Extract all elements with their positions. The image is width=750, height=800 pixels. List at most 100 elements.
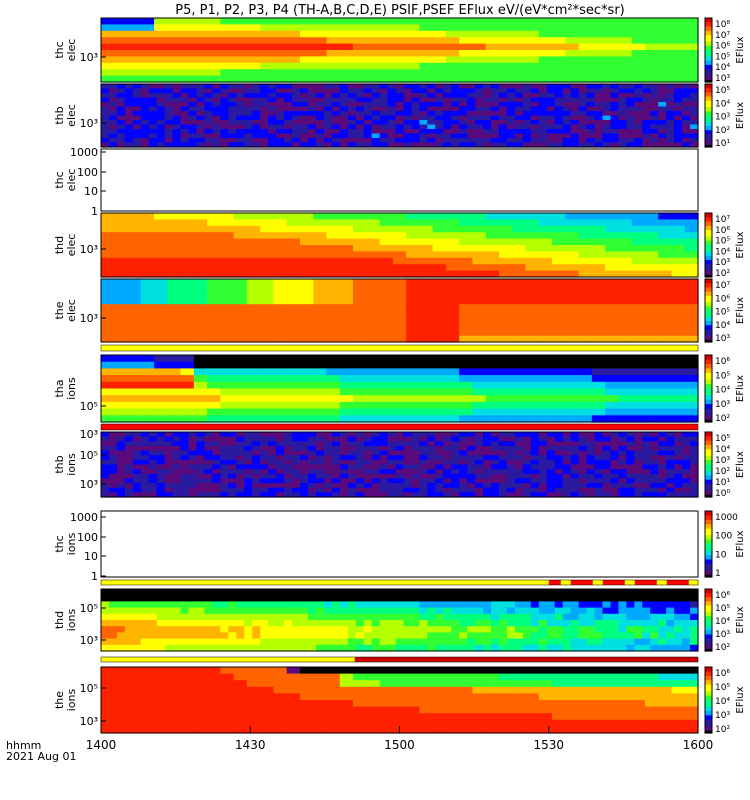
heatmap-cell — [472, 329, 487, 337]
heatmap-cell — [602, 124, 612, 130]
heatmap-cell — [244, 138, 253, 144]
heatmap-cell — [602, 129, 612, 135]
colorbar-frame — [704, 354, 713, 423]
heatmap-cell — [339, 455, 349, 461]
heatmap-cell — [395, 595, 405, 602]
heatmap-cell — [366, 251, 381, 259]
colorbar-cell — [705, 563, 712, 567]
heatmap-cell — [644, 225, 659, 233]
heatmap-cell — [445, 304, 460, 312]
heatmap-cell — [435, 445, 444, 452]
heatmap-cell — [355, 464, 365, 470]
heatmap-cell — [427, 133, 436, 139]
heatmap-cell — [602, 455, 612, 461]
heatmap-cell — [284, 133, 293, 139]
colorbar-cell — [705, 466, 712, 470]
heatmap-cell — [570, 115, 580, 121]
heatmap-cell — [684, 213, 699, 220]
heatmap-cell — [220, 93, 229, 99]
heatmap-cell — [491, 626, 500, 633]
heatmap-cell — [347, 115, 357, 121]
heatmap-cell — [467, 138, 476, 144]
heatmap-cell — [387, 84, 397, 90]
heatmap-cell — [562, 129, 572, 135]
heatmap-cell — [260, 450, 269, 456]
heatmap-cell — [427, 620, 436, 627]
heatmap-cell — [379, 335, 394, 343]
heatmap-cell — [140, 56, 155, 64]
heatmap-cell — [363, 432, 373, 438]
heatmap-cell — [212, 129, 221, 135]
heatmap-cell — [538, 111, 548, 117]
heatmap-cell — [273, 375, 288, 383]
heatmap-cell — [684, 75, 699, 83]
heatmap-cell — [273, 270, 288, 278]
heatmap-cell — [140, 492, 150, 498]
heatmap-cell — [114, 401, 129, 410]
heatmap-cell — [451, 483, 460, 489]
colorbar-cell — [705, 138, 712, 142]
heatmap-cell — [114, 323, 129, 330]
heatmap-cell — [586, 129, 596, 135]
heatmap-cell — [355, 445, 365, 452]
colorbar-cell — [705, 54, 712, 57]
heatmap-cell — [101, 88, 110, 94]
heatmap-cell — [538, 335, 553, 343]
heatmap-cell — [419, 450, 428, 456]
heatmap-cell — [514, 638, 524, 646]
heatmap-cell — [546, 638, 556, 646]
heatmap-cell — [315, 492, 325, 498]
heatmap-cell — [642, 589, 651, 596]
heatmap-cell — [525, 213, 540, 220]
heatmap-cell — [565, 213, 580, 220]
heatmap-cell — [618, 473, 627, 480]
colorbar-cell — [705, 544, 712, 547]
colorbar-cell — [705, 323, 712, 326]
heatmap-cell — [459, 613, 468, 621]
heatmap-cell — [642, 626, 651, 633]
heatmap-cell — [124, 487, 134, 493]
heatmap-cell — [506, 88, 516, 94]
heatmap-cell — [406, 251, 420, 259]
heatmap-cell — [512, 381, 527, 390]
heatmap-cell — [626, 473, 635, 480]
heatmap-cell — [101, 97, 110, 103]
heatmap-cell — [674, 432, 683, 438]
heatmap-cell — [220, 270, 235, 278]
heatmap-cell — [180, 18, 195, 25]
heatmap-cell — [451, 133, 460, 139]
heatmap-cell — [684, 388, 699, 396]
heatmap-cell — [233, 270, 248, 278]
heatmap-cell — [236, 487, 245, 493]
heatmap-cell — [326, 355, 341, 363]
heatmap-cell — [565, 238, 580, 246]
heatmap-cell — [292, 589, 301, 596]
heatmap-cell — [260, 607, 269, 615]
heatmap-cell — [331, 120, 341, 126]
heatmap-cell — [427, 473, 436, 480]
heatmap-cell — [124, 84, 134, 90]
heatmap-cell — [570, 487, 580, 493]
heatmap-cell — [684, 279, 699, 286]
heatmap-cell — [565, 388, 580, 396]
heatmap-cell — [499, 245, 513, 252]
heatmap-cell — [485, 75, 500, 83]
heatmap-cell — [618, 43, 633, 51]
heatmap-cell — [395, 84, 405, 90]
heatmap-cell — [140, 264, 155, 272]
heatmap-cell — [530, 102, 540, 108]
heatmap-cell — [658, 375, 673, 383]
heatmap-cell — [220, 375, 235, 383]
colorbar-cell — [705, 555, 712, 558]
heatmap-cell — [392, 395, 407, 403]
heatmap-cell — [538, 219, 553, 227]
heatmap-cell — [451, 473, 460, 480]
heatmap-cell — [236, 589, 245, 596]
heatmap-cell — [538, 316, 553, 324]
heatmap-cell — [315, 483, 325, 489]
heatmap-cell — [467, 106, 476, 112]
heatmap-cell — [499, 487, 508, 493]
heatmap-cell — [578, 124, 588, 130]
heatmap-cell — [485, 56, 500, 64]
